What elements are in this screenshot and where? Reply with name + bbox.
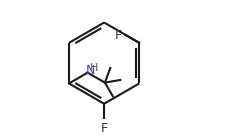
- Text: F: F: [101, 122, 108, 135]
- Text: H: H: [89, 63, 98, 73]
- Text: F: F: [115, 29, 122, 41]
- Text: N: N: [85, 64, 95, 77]
